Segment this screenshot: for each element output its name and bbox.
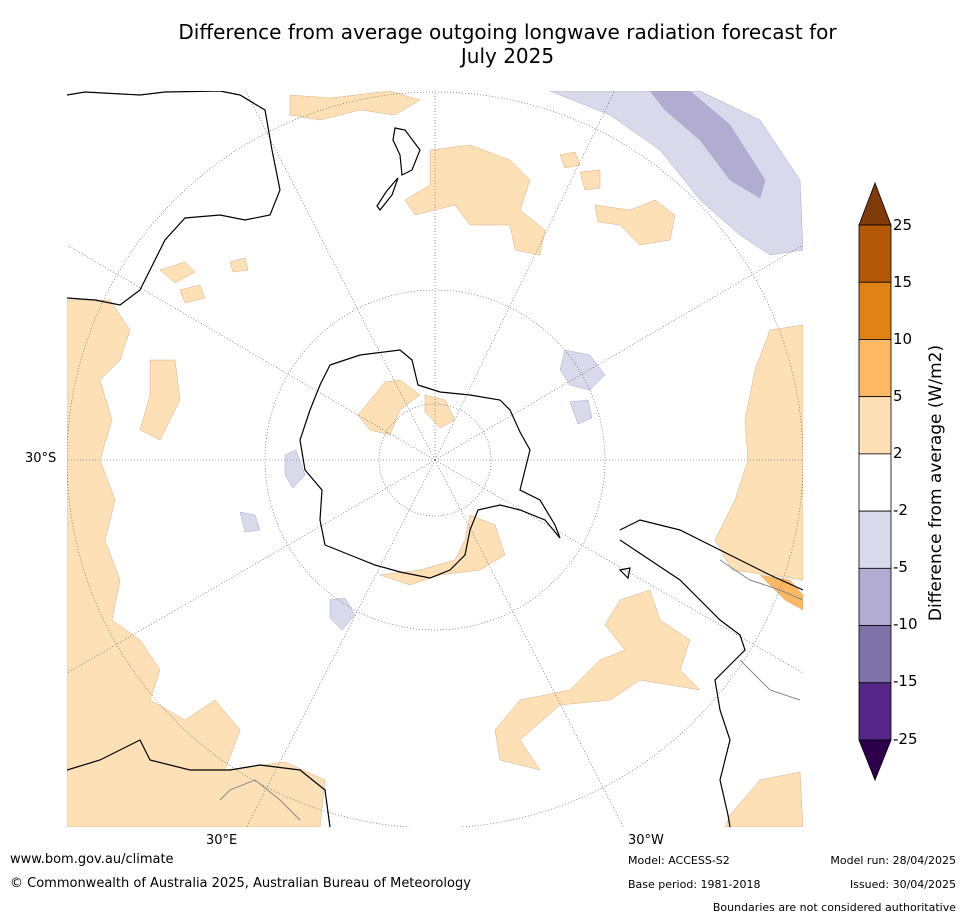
colorbar-segment (858, 682, 892, 741)
anomaly-andes-moderate (759, 574, 803, 611)
model-run-text: Model run: 28/04/2025 (830, 854, 956, 867)
meridian-60e (67, 459, 436, 674)
colorbar-tick: 2 (893, 444, 903, 462)
lat-circle-inner (378, 403, 492, 517)
anomaly-indian-ocean (139, 359, 181, 441)
meridian-150e (245, 91, 436, 461)
anomaly-amundsen-sea (559, 349, 606, 391)
lat-label-30s: 30°S (25, 451, 57, 466)
anomaly-weddell-sea (569, 399, 593, 425)
issued-text: Issued: 30/04/2025 (849, 878, 956, 891)
africa-coast (67, 739, 331, 827)
south-america-coast (619, 519, 803, 827)
new-zealand-north (392, 127, 421, 176)
colorbar-tick: -15 (893, 672, 918, 690)
anomaly-south-indian (329, 597, 356, 631)
meridians (67, 91, 803, 827)
colorbar-segment (858, 396, 892, 455)
colorbar-tick: -25 (893, 730, 918, 748)
copyright-text: © Commonwealth of Australia 2025, Austra… (10, 876, 471, 891)
colorbar-tick: -5 (893, 558, 908, 576)
border-south-america (719, 559, 803, 701)
new-zealand-south (376, 177, 399, 211)
land-borders (219, 559, 803, 821)
base-period-text: Base period: 1981-2018 (628, 878, 761, 891)
colorbar-tick: 25 (893, 216, 913, 234)
colorbar-tick: 10 (893, 330, 913, 348)
disclaimer-text: Boundaries are not considered authoritat… (712, 901, 956, 914)
title-line-2: July 2025 (460, 44, 555, 68)
anomaly-east-antarctica (424, 394, 456, 429)
anomaly-east-pacific (714, 324, 803, 581)
map-title: Difference from average outgoing longwav… (100, 20, 915, 68)
colorbar-segment (858, 281, 892, 340)
colorbar-tick: 5 (893, 387, 903, 405)
meridian-30w (434, 459, 624, 827)
anomaly-pacific-east (594, 199, 676, 246)
colorbar-segment (858, 453, 892, 512)
anomaly-tasman (289, 91, 421, 121)
colorbar-segment (858, 339, 892, 398)
colorbar-tick: -2 (893, 501, 908, 519)
lat-circle-mid (264, 289, 606, 631)
model-text: Model: ACCESS-S2 (628, 854, 730, 867)
colorbar-tick: 15 (893, 273, 913, 291)
coastlines (67, 91, 803, 827)
colorbar-segments (858, 224, 892, 741)
title-line-1: Difference from average outgoing longwav… (178, 20, 837, 44)
anomaly-west-africa (67, 299, 326, 827)
meridian-150w (434, 91, 615, 461)
positive-anomaly-areas (67, 91, 803, 827)
latitude-circles (67, 91, 803, 827)
anomaly-small-1 (159, 261, 196, 284)
anomaly-small-4 (559, 151, 581, 169)
colorbar (858, 181, 892, 782)
colorbar-segment (858, 625, 892, 684)
anomaly-small-2 (179, 284, 206, 304)
anomaly-south-pacific-band (494, 589, 701, 771)
anomaly-north-pacific-band (549, 91, 803, 256)
colorbar-segment (858, 224, 892, 283)
lon-label-30e: 30°E (206, 833, 238, 848)
colorbar-tick: -10 (893, 615, 918, 633)
colorbar-extend-high (858, 181, 892, 226)
anomaly-ross-sea (357, 379, 421, 436)
meridian-120e (67, 244, 436, 461)
meridian-60w (434, 459, 803, 674)
anomaly-kerguelen (239, 511, 261, 533)
website-link[interactable]: www.bom.gov.au/climate (10, 852, 174, 867)
lon-label-30w: 30°W (628, 833, 664, 848)
colorbar-segment (858, 567, 892, 626)
anomaly-southeast-pacific (724, 771, 803, 827)
colorbar-title: Difference from average (W/m2) (926, 344, 946, 622)
falkland-islands (618, 567, 631, 580)
anomaly-indian-sector (284, 449, 306, 489)
antarctica-coast (299, 349, 561, 579)
australia-coast (67, 91, 281, 306)
negative-anomaly-areas (239, 91, 803, 631)
map-panel (67, 91, 803, 827)
anomaly-small-3 (229, 257, 249, 273)
meridian-120w (434, 244, 803, 461)
meridian-30e (246, 459, 436, 827)
anomaly-south-atlantic (379, 514, 506, 586)
colorbar-extend-low (858, 739, 892, 782)
anomaly-small-5 (579, 169, 601, 191)
anomaly-pacific-north (404, 144, 546, 256)
colorbar-segment (858, 510, 892, 569)
anomaly-north-pacific-core (649, 91, 766, 199)
border-africa (219, 779, 301, 821)
